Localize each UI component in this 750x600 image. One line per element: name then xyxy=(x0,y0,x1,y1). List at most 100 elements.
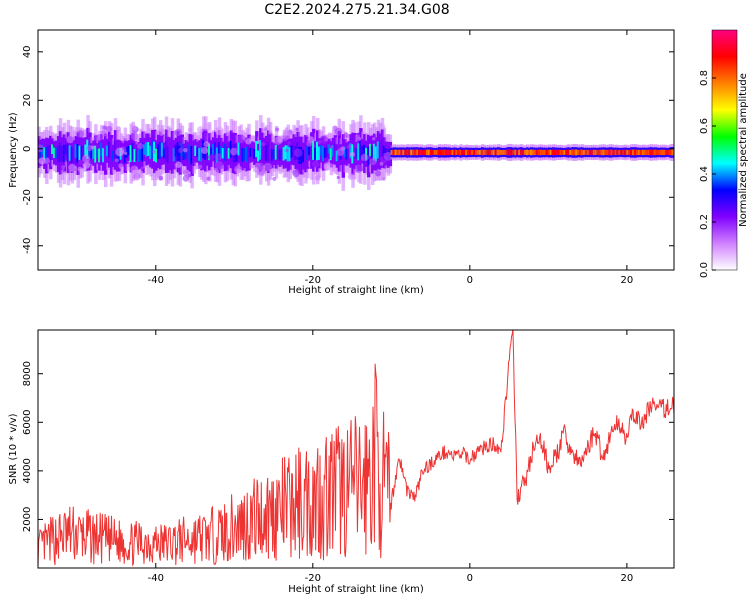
heatmap-cell xyxy=(624,149,628,156)
heatmap-cell xyxy=(416,149,420,156)
heatmap-speckle xyxy=(130,165,139,174)
heatmap-cell xyxy=(473,149,477,155)
heatmap-cell xyxy=(261,141,265,157)
heatmap-cell xyxy=(647,149,652,156)
heatmap-cell xyxy=(420,149,424,156)
heatmap-frame xyxy=(37,29,675,271)
heatmap-cell xyxy=(80,145,84,160)
heatmap-cell xyxy=(60,146,65,162)
heatmap-speckle xyxy=(131,125,137,131)
x-tick-label: 20 xyxy=(621,573,634,584)
heatmap-cell xyxy=(418,149,422,156)
heatmap-cell xyxy=(45,147,49,164)
heatmap-cell xyxy=(522,150,526,155)
heatmap-cell xyxy=(545,149,550,155)
heatmap-cell xyxy=(141,142,145,162)
heatmap-cell xyxy=(372,143,377,161)
heatmap-cell xyxy=(341,146,345,166)
snr-y-label: SNR (10 * v/v) xyxy=(8,413,19,484)
heatmap-cell xyxy=(168,146,173,162)
heatmap-speckle xyxy=(214,153,223,161)
heatmap-cell xyxy=(526,149,530,156)
heatmap-cell xyxy=(502,149,506,155)
heatmap-speckle xyxy=(196,126,204,134)
heatmap-cell xyxy=(414,149,418,156)
heatmap-cell xyxy=(208,143,212,161)
heatmap-cell xyxy=(582,149,587,155)
heatmap-cell xyxy=(186,149,190,163)
heatmap-speckle xyxy=(61,168,65,173)
heatmap-cell xyxy=(247,144,251,161)
heatmap-cell xyxy=(537,149,542,156)
heatmap-cell xyxy=(588,149,593,155)
heatmap-cell xyxy=(374,146,379,162)
heatmap-cell xyxy=(665,149,669,155)
heatmap-panel: -40 -20 0 20 -40 -20 0 20 40 Height of straight… xyxy=(8,29,675,296)
heatmap-cell xyxy=(113,140,118,159)
heatmap-cell xyxy=(121,149,126,161)
heatmap-cell xyxy=(622,149,626,156)
heatmap-cell xyxy=(225,145,230,162)
heatmap-cell xyxy=(327,144,332,154)
heatmap-cell xyxy=(312,140,316,160)
heatmap-cell xyxy=(433,149,438,155)
heatmap-cell xyxy=(628,149,632,155)
heatmap-speckle xyxy=(133,172,141,181)
x-tick-label: -40 xyxy=(148,275,164,286)
heatmap-cell xyxy=(486,149,491,155)
heatmap-cell xyxy=(476,150,481,155)
heatmap-cell xyxy=(145,142,149,157)
heatmap-cell xyxy=(370,145,375,164)
heatmap-cell xyxy=(533,149,538,156)
heatmap-cell xyxy=(500,149,504,155)
heatmap-cell xyxy=(437,149,442,156)
heatmap-cell xyxy=(488,149,493,156)
heatmap-cell xyxy=(459,149,463,156)
heatmap-cell xyxy=(190,146,194,165)
heatmap-speckle xyxy=(234,165,243,174)
heatmap-speckle xyxy=(295,127,299,132)
heatmap-cell xyxy=(237,142,241,156)
heatmap-cell xyxy=(490,149,495,155)
heatmap-speckle xyxy=(369,157,377,166)
heatmap-cell xyxy=(319,144,324,156)
heatmap-band xyxy=(38,114,674,191)
heatmap-cell xyxy=(82,144,86,157)
heatmap-cell xyxy=(504,149,508,155)
figure-title: C2E2.2024.275.21.34.G08 xyxy=(264,2,449,18)
heatmap-cell xyxy=(657,149,662,155)
snr-panel: -40 -20 0 20 2000 4000 6000 8000 Height of str… xyxy=(8,329,675,595)
heatmap-cell xyxy=(559,149,563,156)
heatmap-cell xyxy=(310,142,314,159)
heatmap-cell xyxy=(555,149,559,156)
heatmap-cell xyxy=(447,149,451,156)
heatmap-cell xyxy=(380,140,385,158)
heatmap-cell xyxy=(249,147,253,158)
heatmap-cell xyxy=(455,149,459,155)
heatmap-cell xyxy=(492,149,497,156)
heatmap-speckle xyxy=(245,138,252,145)
heatmap-cell xyxy=(441,149,446,156)
heatmap-cell xyxy=(632,149,636,156)
heatmap-speckle xyxy=(158,175,164,181)
heatmap-cell xyxy=(200,147,204,162)
heatmap-y-axis: -40 -20 0 20 40 xyxy=(22,45,674,254)
heatmap-cell xyxy=(404,149,408,156)
heatmap-cell xyxy=(90,148,94,159)
heatmap-speckle xyxy=(237,134,246,144)
heatmap-speckle xyxy=(349,151,355,157)
heatmap-cell xyxy=(520,149,524,156)
heatmap-speckle xyxy=(256,162,265,171)
heatmap-cell xyxy=(498,149,503,156)
heatmap-cell xyxy=(76,144,80,164)
heatmap-cell xyxy=(123,147,128,164)
heatmap-cell xyxy=(315,141,320,161)
y-tick-label: 8000 xyxy=(22,361,33,386)
heatmap-cell xyxy=(241,147,245,162)
heatmap-speckle xyxy=(61,165,66,170)
heatmap-speckle xyxy=(214,160,224,170)
heatmap-cell xyxy=(563,150,567,155)
heatmap-speckle xyxy=(154,169,162,178)
heatmap-cell xyxy=(333,143,338,157)
heatmap-speckle xyxy=(380,167,385,172)
